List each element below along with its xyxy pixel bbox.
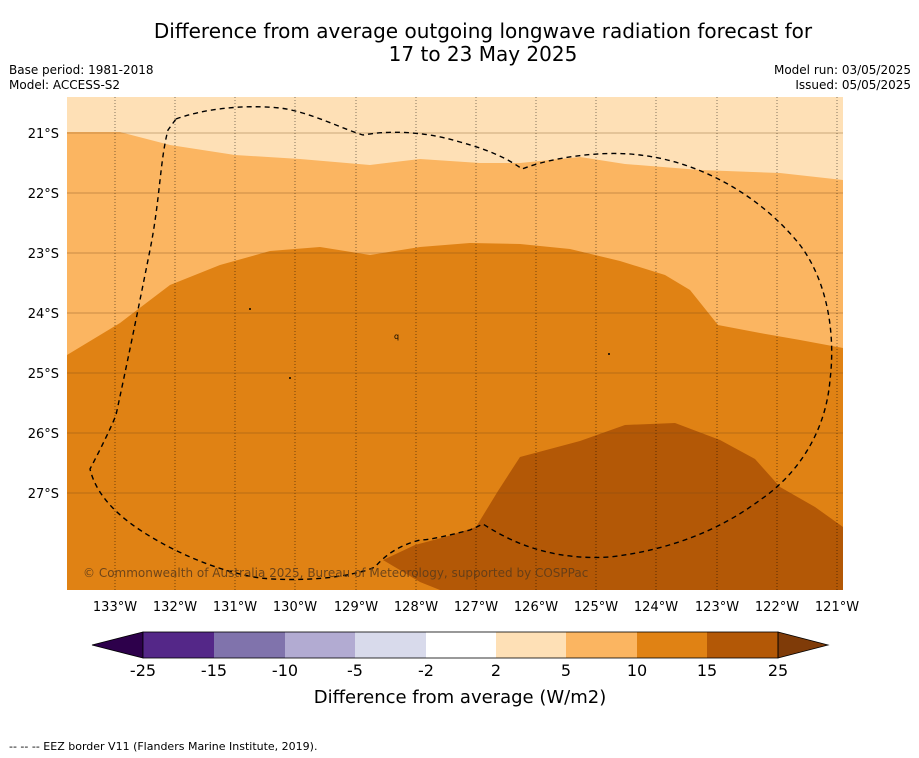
colorbar-label: 5 (561, 661, 571, 680)
colorbar-under-triangle (91, 631, 144, 659)
island-dot (249, 308, 251, 310)
copyright-text: © Commonwealth of Australia 2025, Bureau… (83, 566, 588, 580)
lon-tick-label: 123°W (695, 600, 739, 615)
colorbar-swatch (637, 632, 707, 658)
chart-title-line2: 17 to 23 May 2025 (388, 42, 578, 66)
colorbar-title: Difference from average (W/m2) (314, 687, 606, 708)
lon-tick-label: 125°W (574, 600, 618, 615)
lon-tick-label: 122°W (755, 600, 799, 615)
model-label: Model: ACCESS-S2 (9, 78, 121, 92)
lon-tick-label: 131°W (213, 600, 257, 615)
eez-footnote: -- -- -- EEZ border V11 (Flanders Marine… (9, 740, 318, 753)
lon-tick-label: 127°W (454, 600, 498, 615)
island-markers: q (249, 308, 610, 379)
colorbar-swatch (285, 632, 355, 658)
colorbar: -25 -15 -10 -5 -2 2 5 10 15 25 Differenc… (91, 631, 830, 708)
colorbar-label: 25 (768, 661, 788, 680)
lat-tick-label: 23°S (28, 247, 59, 262)
band-15-25 (383, 423, 843, 590)
lon-tick-labels: 133°W 132°W 131°W 130°W 129°W 128°W 127°… (93, 600, 859, 615)
chart-title-line1: Difference from average outgoing longwav… (153, 19, 813, 43)
lon-tick-label: 132°W (153, 600, 197, 615)
colorbar-label: -15 (201, 661, 227, 680)
island-mark: q (394, 332, 399, 341)
lat-tick-labels: 21°S 22°S 23°S 24°S 25°S 26°S 27°S (28, 127, 59, 502)
colorbar-outline (142, 631, 779, 659)
lat-tick-label: 26°S (28, 427, 59, 442)
colorbar-label: -2 (418, 661, 434, 680)
graticule (67, 97, 843, 590)
lat-tick-label: 27°S (28, 487, 59, 502)
lon-tick-label: 130°W (273, 600, 317, 615)
colorbar-label: -5 (347, 661, 363, 680)
issued-label: Issued: 05/05/2025 (795, 78, 911, 92)
colorbar-label: -10 (272, 661, 298, 680)
lat-tick-label: 24°S (28, 307, 59, 322)
lon-tick-label: 129°W (334, 600, 378, 615)
lon-tick-label: 126°W (514, 600, 558, 615)
lon-tick-label: 121°W (815, 600, 859, 615)
colorbar-swatch (566, 632, 637, 658)
lat-tick-label: 22°S (28, 187, 59, 202)
colorbar-label: -25 (130, 661, 156, 680)
colorbar-swatch (355, 632, 426, 658)
colorbar-swatch (143, 632, 214, 658)
lat-tick-label: 25°S (28, 367, 59, 382)
colorbar-over-triangle (777, 631, 830, 659)
lon-tick-label: 124°W (634, 600, 678, 615)
lon-tick-label: 133°W (93, 600, 137, 615)
island-dot (289, 377, 291, 379)
lat-tick-label: 21°S (28, 127, 59, 142)
lon-tick-label: 128°W (394, 600, 438, 615)
colorbar-label: 2 (491, 661, 501, 680)
colorbar-label: 15 (697, 661, 717, 680)
eez-border-line (89, 106, 833, 581)
island-dot (608, 353, 610, 355)
colorbar-swatch (426, 632, 496, 658)
colorbar-swatch (496, 632, 566, 658)
base-period-label: Base period: 1981-2018 (9, 63, 154, 77)
colorbar-swatch (214, 632, 285, 658)
map-area (67, 97, 843, 590)
colorbar-label: 10 (627, 661, 647, 680)
model-run-label: Model run: 03/05/2025 (773, 63, 911, 77)
colorbar-swatch (707, 632, 778, 658)
